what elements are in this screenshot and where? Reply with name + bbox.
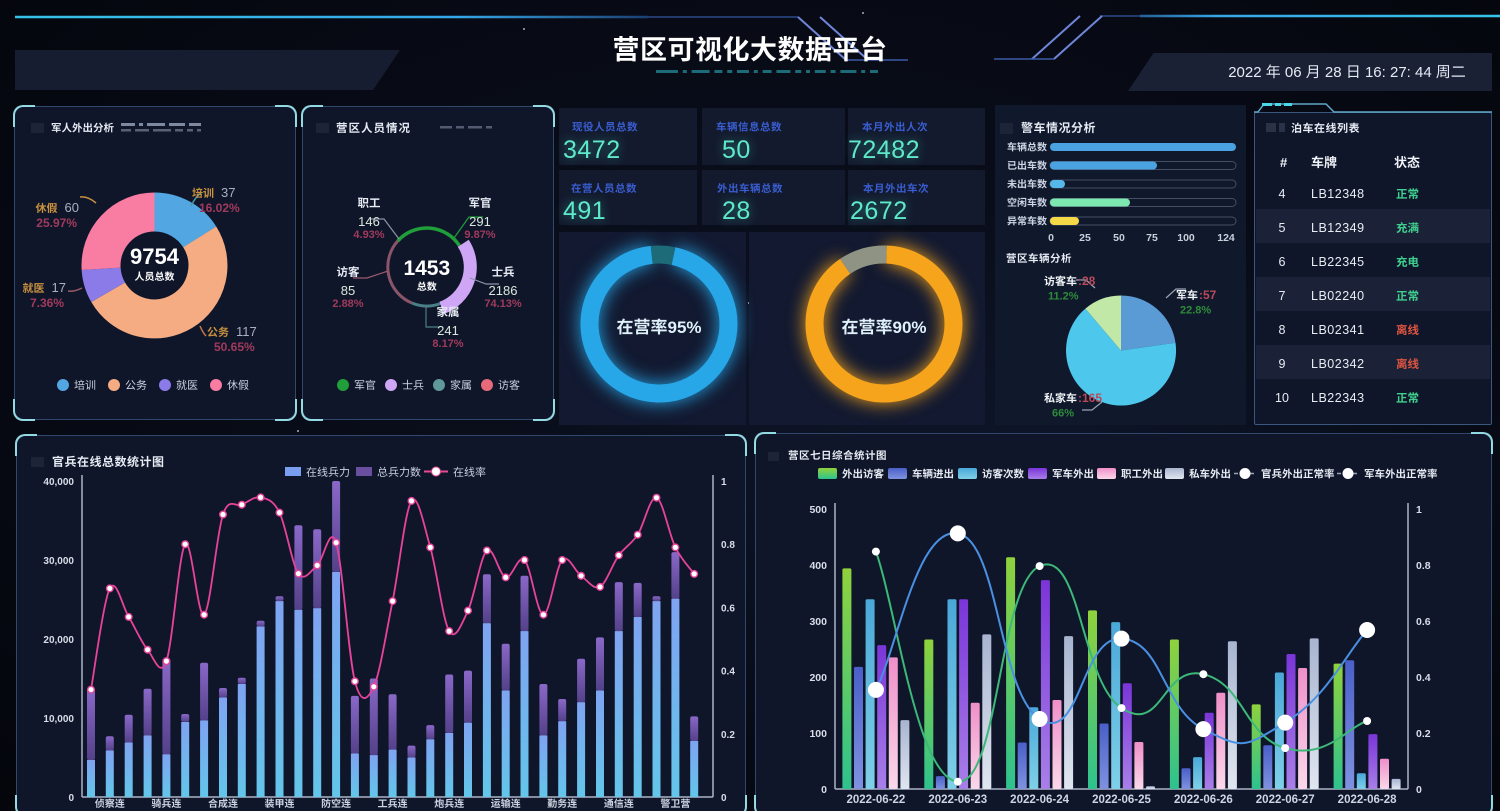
svg-text:0.8: 0.8 [1416, 560, 1431, 572]
svg-text:0: 0 [1048, 232, 1054, 244]
svg-text:LB12348: LB12348 [1311, 187, 1365, 201]
svg-text:50: 50 [1113, 232, 1125, 244]
svg-text:117: 117 [236, 324, 257, 339]
svg-text:2022-06-22: 2022-06-22 [846, 794, 905, 806]
svg-text:37: 37 [221, 185, 235, 200]
svg-text:0.4: 0.4 [721, 667, 735, 678]
svg-text:16.02%: 16.02% [199, 201, 240, 215]
svg-text:6: 6 [1279, 255, 1286, 269]
svg-text:8.17%: 8.17% [432, 338, 463, 350]
svg-text:30,000: 30,000 [43, 556, 74, 567]
svg-text:85: 85 [341, 283, 355, 298]
svg-text:0.2: 0.2 [721, 730, 735, 741]
svg-text:3472: 3472 [563, 136, 621, 164]
svg-text:2022-06-27: 2022-06-27 [1256, 794, 1315, 806]
svg-text:291: 291 [469, 214, 491, 229]
svg-text:200: 200 [809, 672, 827, 684]
svg-text:9.87%: 9.87% [464, 229, 495, 241]
svg-text:2022-06-24: 2022-06-24 [1010, 794, 1069, 806]
svg-text:74.13%: 74.13% [484, 298, 522, 310]
svg-text:LB12349: LB12349 [1311, 221, 1365, 235]
svg-text:1: 1 [1416, 504, 1422, 516]
svg-text:LB02341: LB02341 [1311, 323, 1365, 337]
svg-text:0.8: 0.8 [721, 540, 735, 551]
svg-text:LB02240: LB02240 [1311, 289, 1365, 303]
svg-text:2186: 2186 [489, 283, 518, 298]
svg-text:1: 1 [721, 477, 727, 488]
svg-text:100: 100 [809, 728, 827, 740]
svg-text:95%: 95% [668, 318, 702, 337]
svg-text:25: 25 [1079, 232, 1091, 244]
svg-text:5: 5 [1279, 221, 1286, 235]
svg-text::28: :28 [1078, 274, 1096, 288]
svg-text:25.97%: 25.97% [36, 216, 77, 230]
svg-text:2022-06-23: 2022-06-23 [928, 794, 987, 806]
svg-text:2672: 2672 [850, 197, 908, 225]
svg-text:146: 146 [358, 214, 380, 229]
svg-text:60: 60 [65, 200, 79, 215]
svg-text:9: 9 [1279, 357, 1286, 371]
svg-text:4: 4 [1279, 187, 1286, 201]
svg-text:75: 75 [1146, 232, 1158, 244]
svg-text:LB22343: LB22343 [1311, 391, 1365, 405]
svg-text:16: 27: 44: 16: 27: 44 [1361, 64, 1436, 81]
svg-text:10,000: 10,000 [43, 714, 74, 725]
svg-text:491: 491 [563, 197, 606, 225]
svg-text:4.93%: 4.93% [353, 229, 384, 241]
svg-text:06: 06 [1281, 64, 1306, 81]
svg-text:LB22345: LB22345 [1311, 255, 1365, 269]
svg-text:2022: 2022 [1228, 64, 1266, 81]
svg-text:500: 500 [809, 504, 827, 516]
svg-text:50.65%: 50.65% [214, 340, 255, 354]
svg-text:22.8%: 22.8% [1180, 305, 1211, 317]
svg-text:1453: 1453 [403, 257, 450, 280]
svg-text:28: 28 [1321, 64, 1346, 81]
svg-text::165: :165 [1078, 391, 1102, 405]
svg-text:20,000: 20,000 [43, 635, 74, 646]
svg-text:LB02342: LB02342 [1311, 357, 1365, 371]
svg-text:0.4: 0.4 [1416, 672, 1431, 684]
svg-text:2022-06-25: 2022-06-25 [1092, 794, 1151, 806]
svg-text:300: 300 [809, 616, 827, 628]
svg-text:11.2%: 11.2% [1048, 291, 1079, 303]
svg-text:2022-06-28: 2022-06-28 [1338, 794, 1397, 806]
svg-text:40,000: 40,000 [43, 477, 74, 488]
svg-text:2.88%: 2.88% [332, 298, 363, 310]
svg-text::57: :57 [1199, 288, 1217, 302]
svg-text:9754: 9754 [130, 244, 180, 269]
svg-text:100: 100 [1177, 232, 1195, 244]
svg-text:7.36%: 7.36% [30, 296, 64, 310]
svg-text:0.6: 0.6 [721, 603, 735, 614]
svg-text:124: 124 [1217, 232, 1235, 244]
svg-text:8: 8 [1279, 323, 1286, 337]
svg-text:17: 17 [52, 280, 66, 295]
svg-text:28: 28 [722, 197, 751, 225]
svg-text:0.2: 0.2 [1416, 728, 1431, 740]
svg-text:50: 50 [722, 136, 751, 164]
svg-text:0: 0 [1416, 784, 1422, 796]
svg-text:0: 0 [721, 793, 727, 804]
svg-text:10: 10 [1275, 391, 1289, 405]
svg-text:90%: 90% [893, 318, 927, 337]
svg-text:72482: 72482 [848, 136, 920, 164]
svg-text:400: 400 [809, 560, 827, 572]
svg-text:7: 7 [1279, 289, 1286, 303]
svg-text:0: 0 [68, 793, 74, 804]
svg-text:0: 0 [821, 784, 827, 796]
svg-text:#: # [1280, 155, 1288, 170]
svg-text:2022-06-26: 2022-06-26 [1174, 794, 1233, 806]
svg-text:66%: 66% [1052, 408, 1074, 420]
svg-text:241: 241 [437, 323, 459, 338]
svg-text:0.6: 0.6 [1416, 616, 1431, 628]
